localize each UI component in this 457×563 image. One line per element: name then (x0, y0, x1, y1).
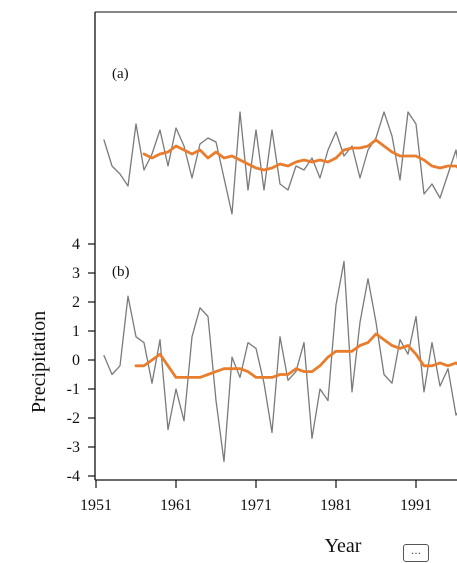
x-tick-label: 1961 (160, 497, 192, 514)
panel-a-smoothed-series-line (142, 138, 457, 172)
y-tick-label: -3 (67, 439, 80, 456)
panel-a-series (103, 111, 457, 215)
panel-b-smoothed-series-line (134, 332, 457, 379)
panel-b-raw-series-line (103, 260, 457, 463)
y-tick-label: 4 (72, 236, 80, 253)
panel-b-series (103, 260, 457, 463)
more-options-button[interactable]: … (403, 544, 429, 562)
x-tick-label: 1951 (80, 497, 112, 514)
x-tick-label: 1991 (400, 497, 432, 514)
y-tick-label: -2 (67, 410, 80, 427)
y-tick-label: 2 (72, 294, 80, 311)
panel-a-label: (a) (112, 66, 129, 82)
y-tick-label: 1 (72, 323, 80, 340)
y-tick-label: -4 (67, 468, 80, 485)
y-tick-label: 3 (72, 265, 80, 282)
y-axis-ticks: 4 3 2 1 0 -1 -2 -3 -4 (67, 236, 95, 485)
x-tick-label: 1971 (240, 497, 272, 514)
y-tick-label: -1 (67, 381, 80, 398)
x-tick-label: 1981 (320, 497, 352, 514)
y-tick-label: 0 (72, 352, 80, 369)
x-axis-title: Year (325, 535, 362, 557)
x-axis-ticks: 19511961197119811991200 (80, 480, 432, 514)
panel-b-label: (b) (112, 264, 130, 280)
y-axis-title: Precipitation (28, 311, 50, 413)
panel-a-raw-series-line (103, 111, 457, 215)
